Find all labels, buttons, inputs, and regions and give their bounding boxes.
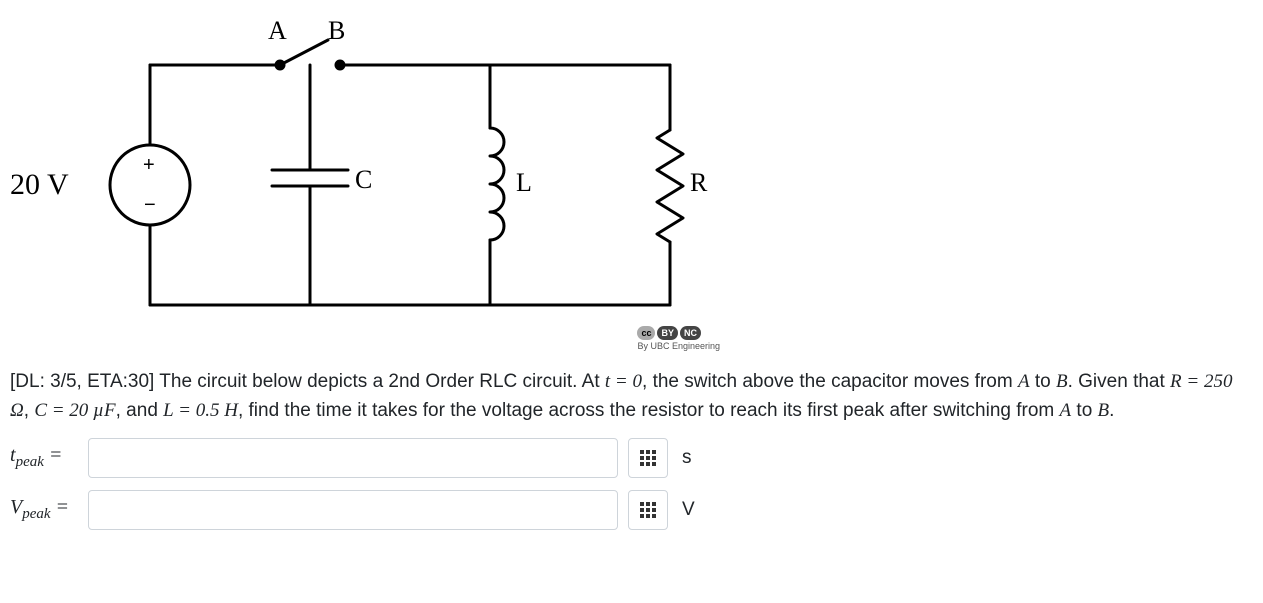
l-equation: L = 0.5 H: [163, 400, 238, 421]
tpeak-keypad-button[interactable]: [628, 438, 668, 478]
to-2: to: [1071, 400, 1097, 421]
inductor-label: L: [516, 168, 532, 198]
tpeak-input[interactable]: [88, 438, 618, 478]
cc-badge: cc: [637, 326, 655, 340]
to-1: to: [1030, 371, 1056, 392]
tpeak-unit: s: [682, 447, 692, 469]
tpeak-label: tpeak =: [10, 444, 88, 471]
vpeak-keypad-button[interactable]: [628, 490, 668, 530]
sep-1: ,: [24, 400, 35, 421]
vpeak-label: Vpeak =: [10, 496, 88, 523]
label-b2: B: [1098, 400, 1110, 421]
nc-badge: NC: [680, 326, 701, 340]
resistor-label: R: [690, 168, 707, 198]
by-badge: BY: [657, 326, 678, 340]
attribution: cc BY NC By UBC Engineering: [637, 326, 720, 351]
source-minus: −: [144, 194, 156, 217]
label-a2: A: [1060, 400, 1072, 421]
vpeak-unit: V: [682, 499, 695, 521]
capacitor-label: C: [355, 165, 372, 195]
vpeak-symbol: V: [10, 496, 22, 518]
t-zero: t = 0: [605, 371, 642, 392]
switch-terminal-b: B: [328, 16, 345, 46]
problem-tag: [DL: 3/5, ETA:30]: [10, 371, 154, 392]
vpeak-subscript: peak: [22, 506, 50, 522]
given-prefix: . Given that: [1068, 371, 1170, 392]
problem-text-2: , the switch above the capacitor moves f…: [642, 371, 1018, 392]
tpeak-subscript: peak: [16, 454, 44, 470]
sep-2: , and: [116, 400, 164, 421]
problem-text-1: The circuit below depicts a 2nd Order RL…: [159, 371, 605, 392]
tpeak-equals: =: [44, 444, 63, 466]
keypad-icon: [640, 502, 656, 518]
problem-statement: [DL: 3/5, ETA:30] The circuit below depi…: [10, 367, 1253, 426]
period: .: [1109, 400, 1114, 421]
vpeak-input[interactable]: [88, 490, 618, 530]
circuit-diagram: 20 V + − A B C L R cc BY NC By UBC Engin…: [10, 10, 720, 355]
label-b: B: [1056, 371, 1068, 392]
source-plus: +: [143, 154, 155, 177]
label-a: A: [1018, 371, 1030, 392]
find-text: , find the time it takes for the voltage…: [238, 400, 1060, 421]
answer-row-tpeak: tpeak = s: [10, 438, 1253, 478]
vpeak-equals: =: [51, 496, 70, 518]
attribution-text: By UBC Engineering: [637, 341, 720, 351]
keypad-icon: [640, 450, 656, 466]
source-voltage-label: 20 V: [10, 168, 69, 202]
answer-row-vpeak: Vpeak = V: [10, 490, 1253, 530]
switch-terminal-a: A: [268, 16, 287, 46]
c-equation: C = 20 µF: [34, 400, 115, 421]
